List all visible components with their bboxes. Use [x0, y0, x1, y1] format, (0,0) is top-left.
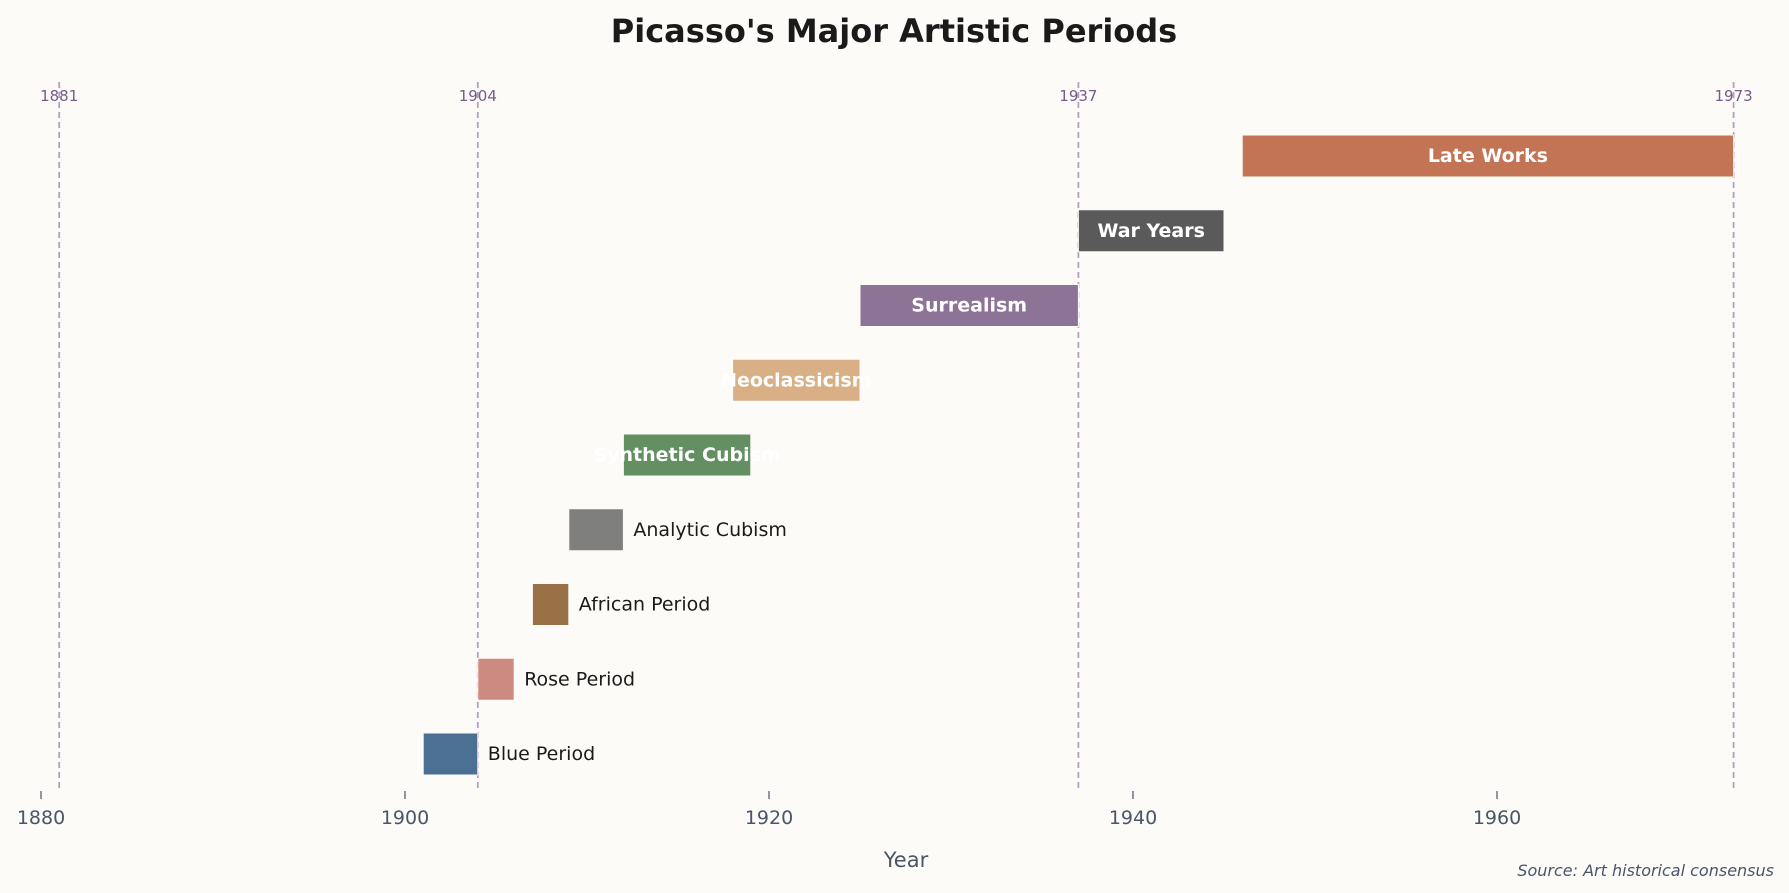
period-label: African Period: [579, 594, 711, 616]
period-label: War Years: [1097, 220, 1205, 242]
x-axis-label: Year: [883, 848, 929, 872]
period-bars: Blue Period Rose Period African Period Anal…: [422, 134, 1735, 776]
period-bar: [1077, 209, 1225, 253]
period-label: Surrealism: [911, 295, 1027, 317]
period-bar: [732, 358, 861, 402]
source-note: Source: Art historical consensus: [1517, 861, 1774, 880]
period-label: Synthetic Cubism: [593, 444, 780, 466]
marker-label: 1881: [40, 87, 78, 105]
x-tick-label: 1960: [1473, 807, 1521, 829]
marker-label: 1904: [459, 87, 497, 105]
period-label: Rose Period: [524, 668, 635, 690]
marker-lines: 1881 1904 1937 1973: [40, 82, 1753, 791]
period-bar: [1241, 134, 1735, 178]
period-label: Analytic Cubism: [633, 519, 786, 541]
x-tick-label: 1920: [745, 807, 793, 829]
x-tick-label: 1900: [381, 807, 429, 829]
chart-title: Picasso's Major Artistic Periods: [611, 12, 1177, 50]
period-bar: [622, 433, 752, 477]
period-bar: [422, 732, 479, 776]
period-label: Late Works: [1428, 145, 1548, 167]
x-tick-label: 1940: [1109, 807, 1157, 829]
period-bar: [568, 508, 624, 552]
x-axis: 1880 1900 1920 1940 1960: [17, 791, 1521, 829]
period-bar: [531, 583, 570, 626]
period-bar: [477, 657, 515, 701]
marker-label: 1937: [1059, 87, 1097, 105]
period-label: Blue Period: [488, 743, 595, 765]
x-tick-label: 1880: [17, 807, 65, 829]
period-label: Neoclassicism: [721, 369, 871, 391]
marker-label: 1973: [1715, 87, 1753, 105]
period-bar: [859, 284, 1079, 327]
